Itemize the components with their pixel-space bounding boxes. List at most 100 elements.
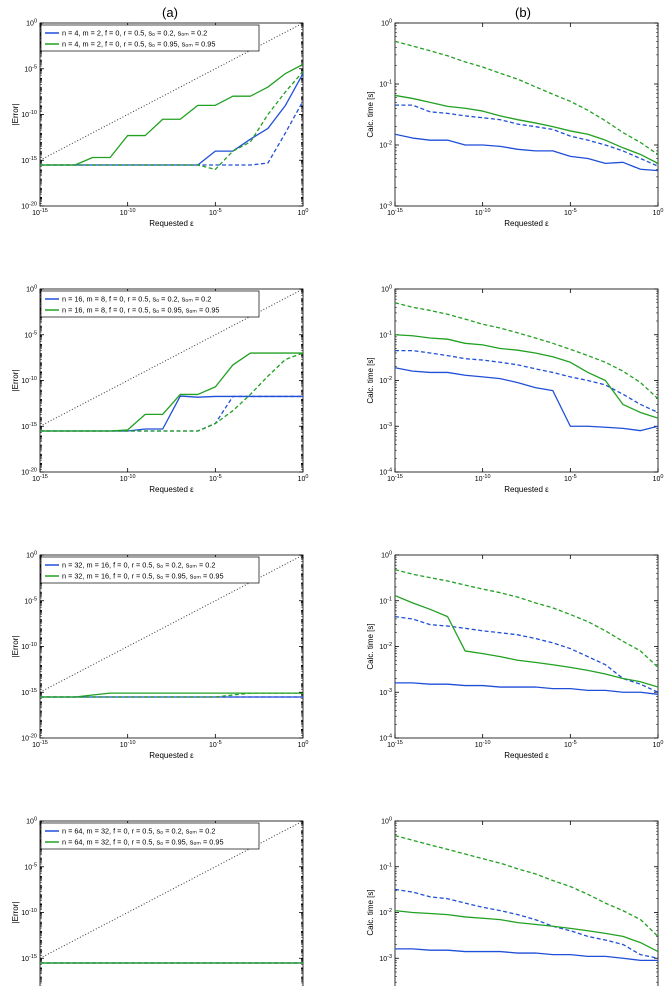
y-axis-label: |Error| <box>11 104 20 126</box>
series-line-green-dashed <box>395 568 658 668</box>
x-axis-label: Requested ε <box>504 219 549 228</box>
y-tick-label: 10-15 <box>21 954 37 963</box>
series-group <box>395 568 658 695</box>
series-line-blue-dashed <box>40 100 303 166</box>
legend-box <box>40 290 260 318</box>
y-tick-label: 10-20 <box>21 468 37 477</box>
chart-panel-b2: 10-15 10-10 10-5 100 10-4 10-3 10-2 10-1 100 Requ… <box>366 285 663 495</box>
x-tick-label: 100 <box>298 208 309 217</box>
series-line-blue-dashed <box>395 615 658 693</box>
legend: n = 16, m = 8, f = 0, r = 0.5, s₀ = 0.2,… <box>40 290 260 318</box>
plot-frame <box>394 288 659 473</box>
x-tick-label: 10-10 <box>120 474 136 483</box>
y-tick-label: 10-2 <box>379 642 392 651</box>
y-tick-label: 100 <box>26 817 37 826</box>
x-tick-label: 10-10 <box>475 474 491 483</box>
series-line-green-dashed <box>395 40 658 155</box>
x-tick-label: 10-5 <box>564 740 577 749</box>
series-line-blue-solid <box>395 682 658 695</box>
y-tick-label: 100 <box>381 551 392 560</box>
series-line-blue-solid <box>395 367 658 432</box>
y-axis-label: |Error| <box>11 636 20 658</box>
y-tick-label: 100 <box>26 19 37 28</box>
x-axis-label: Requested ε <box>504 485 549 494</box>
y-tick-label: 10-10 <box>21 110 37 119</box>
legend-label: n = 32, m = 16, f = 0, r = 0.5, s₀ = 0.9… <box>62 572 224 581</box>
legend-box <box>40 822 260 850</box>
plot-frame <box>394 554 659 739</box>
series-group <box>40 821 303 964</box>
x-axis-label: Requested ε <box>149 751 194 760</box>
column-title-b: (b) <box>515 5 531 20</box>
x-tick-label: 10-5 <box>564 208 577 217</box>
legend-label: n = 4, m = 2, f = 0, r = 0.5, s₀ = 0.2, … <box>62 29 207 38</box>
legend-label: n = 32, m = 16, f = 0, r = 0.5, s₀ = 0.2… <box>62 561 215 570</box>
chart-panel-b4: 10-1510-1010-510010-410-310-210-1100Requ… <box>366 817 659 986</box>
x-tick-label: 10-5 <box>209 740 222 749</box>
y-tick-label: 10-20 <box>21 734 37 743</box>
x-tick-label: 10-10 <box>120 208 136 217</box>
x-tick-label: 100 <box>653 740 664 749</box>
y-tick-label: 10-2 <box>379 376 392 385</box>
x-tick-label: 10-5 <box>209 208 222 217</box>
legend: n = 64, m = 32, f = 0, r = 0.5, s₀ = 0.2… <box>40 822 260 850</box>
series-line-blue-solid <box>40 395 303 432</box>
series-line-green-dashed <box>395 834 658 937</box>
chart-panel-a1: 10-15 10-10 10-5 10010-2010-1510-1010-5100R… <box>11 19 308 229</box>
legend-box <box>40 24 260 52</box>
series-line-green-solid <box>395 94 658 164</box>
x-tick-label: 100 <box>298 740 309 749</box>
series-line-green-solid <box>40 352 303 432</box>
y-tick-label: 10-1 <box>379 862 392 871</box>
series-group <box>395 302 658 432</box>
legend-label: n = 64, m = 32, f = 0, r = 0.5, s₀ = 0.9… <box>62 838 224 847</box>
y-tick-label: 10-5 <box>24 862 37 871</box>
y-tick-label: 10-15 <box>21 688 37 697</box>
x-axis-label: Requested ε <box>149 485 194 494</box>
y-tick-label: 10-2 <box>379 141 392 150</box>
minor-ticks <box>395 556 658 725</box>
y-tick-label: 100 <box>381 19 392 28</box>
minor-ticks <box>395 290 658 459</box>
panels: 10-15 10-10 10-5 10010-2010-1510-1010-5100R… <box>11 19 663 986</box>
y-tick-label: 100 <box>381 817 392 826</box>
legend-label: n = 16, m = 8, f = 0, r = 0.5, s₀ = 0.95… <box>62 306 219 315</box>
series-line-green-solid <box>40 63 303 166</box>
y-tick-label: 10-5 <box>24 64 37 73</box>
series-line-green-dashed <box>40 692 303 698</box>
y-tick-label: 10-10 <box>21 908 37 917</box>
x-tick-label: 100 <box>653 474 664 483</box>
y-tick-label: 10-5 <box>24 330 37 339</box>
y-tick-label: 10-15 <box>21 156 37 165</box>
x-tick-label: 10-15 <box>387 740 403 749</box>
series-group <box>40 555 303 698</box>
y-tick-label: 10-20 <box>21 202 37 211</box>
legend-box <box>40 556 260 584</box>
y-axis-label: |Error| <box>11 370 20 392</box>
series-line-green-solid <box>395 334 658 419</box>
y-axis-label: |Error| <box>11 902 20 924</box>
series-line-green-dashed <box>395 302 658 400</box>
series-group <box>40 289 303 432</box>
series-line-green-solid <box>40 692 303 698</box>
x-tick-label: 100 <box>653 208 664 217</box>
y-tick-label: 10-3 <box>379 954 392 963</box>
y-tick-label: 10-2 <box>379 908 392 917</box>
y-tick-label: 10-3 <box>379 688 392 697</box>
legend: n = 4, m = 2, f = 0, r = 0.5, s₀ = 0.2, … <box>40 24 260 52</box>
minor-ticks <box>395 25 658 188</box>
chart-panel-b1: 10-15 10-10 10-5 100 10-3 10-2 10-1 100 Requeste… <box>366 19 663 229</box>
y-tick-label: 10-1 <box>379 596 392 605</box>
series-line-blue-solid <box>395 948 658 961</box>
series-group <box>395 40 658 172</box>
series-line-blue-dashed <box>395 104 658 167</box>
y-tick-label: 10-15 <box>21 422 37 431</box>
x-tick-label: 10-15 <box>387 208 403 217</box>
series-line-green-dashed <box>40 352 303 432</box>
x-tick-label: 10-15 <box>32 208 48 217</box>
x-tick-label: 10-15 <box>387 474 403 483</box>
x-axis-label: Requested ε <box>149 219 194 228</box>
series-line-blue-solid <box>395 133 658 172</box>
y-tick-label: 10-3 <box>379 202 392 211</box>
